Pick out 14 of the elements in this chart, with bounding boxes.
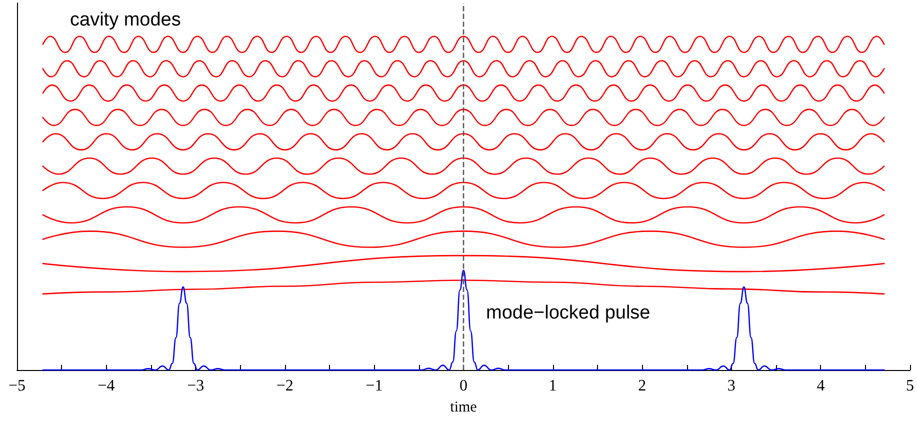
x-tick-label: −3: [187, 378, 204, 394]
x-tick-label: 2: [638, 378, 646, 394]
x-tick-label: 1: [548, 378, 557, 394]
x-tick-label: −1: [366, 378, 383, 394]
x-tick-label: −2: [276, 378, 294, 394]
x-tick-label: −4: [98, 378, 115, 394]
text: cavity modes: [70, 10, 181, 30]
x-tick-label: 0: [460, 378, 468, 394]
x-tick-label: 5: [906, 378, 914, 394]
x-axis-title: time: [450, 400, 478, 416]
x-tick-label: 4: [816, 378, 825, 394]
x-tick-label: 3: [727, 378, 736, 394]
x-tick-label: −5: [8, 378, 26, 394]
annotation: mode−locked pulse: [486, 302, 650, 324]
